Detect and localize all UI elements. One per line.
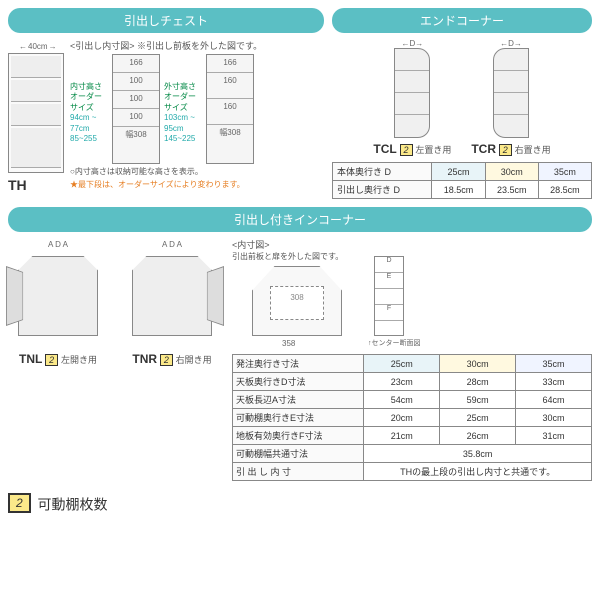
inner-box-1: 166 100 100 100 幅308 — [112, 54, 160, 164]
in-corner-body: A D A TNL 2 左開き用 A D A TNR — [8, 238, 592, 481]
plan-diagram: 308 358 — [232, 266, 362, 346]
chest-inner-dims: 内寸高さオーダーサイズ 94cm ~ 77cm 85~255 166 100 1… — [70, 54, 324, 164]
table-row: 可動棚奥行きE寸法 20cm 25cm 30cm — [233, 409, 592, 427]
section-header: 引出しチェスト — [8, 8, 324, 33]
shelf-count-legend-tag: 2 — [8, 493, 31, 513]
in-corner-unit-right: A D A TNR 2 右開き用 — [122, 238, 222, 481]
note-1: ○内寸高さは収納可能な高さを表示。 — [70, 166, 324, 177]
note-2: ★最下段は、オーダーサイズにより変わります。 — [70, 179, 324, 190]
end-corner-spec-table: 本体奥行き D 25cm 30cm 35cm 引出し奥行き D 18.5cm 2… — [332, 162, 592, 199]
table-row: 本体奥行き D 25cm 30cm 35cm — [333, 163, 592, 181]
shelf-count-tag: 2 — [45, 354, 58, 366]
table-row: 天板奥行きD寸法 23cm 28cm 33cm — [233, 373, 592, 391]
chest-front-view: 40cm TH — [8, 39, 64, 193]
model-code: TH — [8, 177, 64, 193]
corner-shelves-row: ←D→ TCL 2 左置き用 ←D→ TCR 2 右置き用 — [332, 39, 592, 156]
table-row: 地板有効奥行きF寸法 21cm 26cm 31cm — [233, 427, 592, 445]
in-corner-section: 引出し付きインコーナー A D A TNL 2 左開き用 A D A — [8, 207, 592, 481]
plan-area: <内寸図> 引出前板と扉を外した図です。 308 358 D E F — [232, 238, 592, 481]
footer-text: 可動棚枚数 — [37, 496, 107, 512]
shelf-count-tag: 2 — [499, 144, 512, 156]
side-section: D E F ↑センター断面図 — [368, 238, 421, 350]
in-corner-unit-left: A D A TNL 2 左開き用 — [8, 238, 108, 481]
plan-label: <内寸図> — [232, 238, 362, 251]
top-row: 引出しチェスト 40cm TH <引出し内寸図> ※引出し前板を外した図です。 … — [8, 8, 592, 199]
corner-unit-right: ←D→ TCR 2 右置き用 — [471, 39, 550, 156]
table-row: 可動棚幅共通寸法 35.8cm — [233, 445, 592, 463]
shelf-count-tag: 2 — [160, 354, 173, 366]
footer-legend: 2 可動棚枚数 — [8, 493, 592, 514]
table-row: 引 出 し 内 寸 THの最上段の引出し内寸と共通です。 — [233, 463, 592, 481]
chest-diagram-area: 40cm TH <引出し内寸図> ※引出し前板を外した図です。 内寸高さオーダー… — [8, 39, 324, 193]
table-row: 天板長辺A寸法 54cm 59cm 64cm — [233, 391, 592, 409]
end-corner-section: エンドコーナー ←D→ TCL 2 左置き用 ←D→ TCR 2 右置き用 — [332, 8, 592, 199]
right-dim-col: 外寸高さオーダーサイズ 103cm ~ 95cm 145~225 — [164, 54, 202, 164]
table-row: 引出し奥行き D 18.5cm 23.5cm 28.5cm — [333, 181, 592, 199]
table-row: 発注奥行き寸法 25cm 30cm 35cm — [233, 355, 592, 373]
section-header: エンドコーナー — [332, 8, 592, 33]
in-corner-spec-table: 発注奥行き寸法 25cm 30cm 35cm 天板奥行きD寸法 23cm 28c… — [232, 354, 592, 481]
inner-label: <引出し内寸図> ※引出し前板を外した図です。 — [70, 39, 324, 52]
in-corner-diagrams: A D A TNL 2 左開き用 A D A TNR — [8, 238, 222, 481]
drawer-chest-section: 引出しチェスト 40cm TH <引出し内寸図> ※引出し前板を外した図です。 … — [8, 8, 324, 199]
inner-box-2: 166 160 160 幅308 — [206, 54, 254, 164]
section-header: 引出し付きインコーナー — [8, 207, 592, 232]
left-dim-col: 内寸高さオーダーサイズ 94cm ~ 77cm 85~255 — [70, 54, 108, 164]
corner-unit-left: ←D→ TCL 2 左置き用 — [373, 39, 451, 156]
shelf-count-tag: 2 — [400, 144, 413, 156]
